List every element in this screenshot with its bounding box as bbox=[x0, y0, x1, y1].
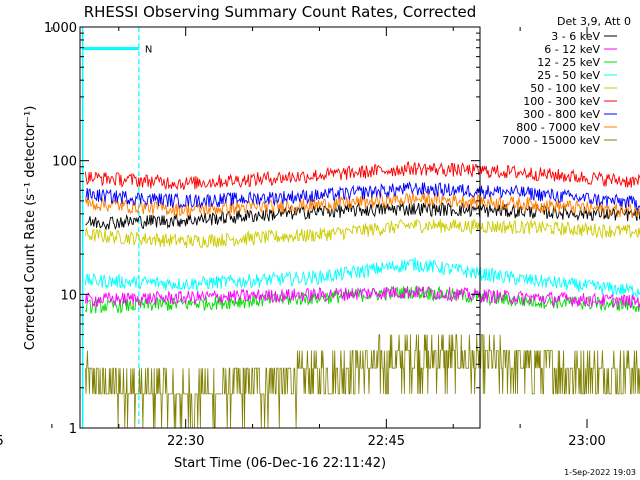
legend-entry-label: 25 - 50 keV bbox=[537, 69, 600, 82]
series-line-7 bbox=[85, 180, 640, 211]
axes: 110100100022:1522:3022:4523:0023:1523:30… bbox=[0, 21, 606, 449]
legend-entry-label: 800 - 7000 keV bbox=[516, 121, 600, 134]
series-layer bbox=[84, 161, 640, 429]
series-line-3 bbox=[84, 285, 640, 315]
x-axis-label: Start Time (06-Dec-16 22:11:42) bbox=[174, 456, 386, 471]
y-tick-label: 1000 bbox=[44, 21, 77, 36]
x-tick-label: 22:15 bbox=[0, 434, 4, 449]
legend-entry-label: 3 - 6 keV bbox=[551, 30, 600, 43]
timestamp-label: 1-Sep-2022 19:03 bbox=[564, 468, 636, 477]
event-markers: NS bbox=[81, 27, 152, 428]
series-line-9 bbox=[85, 334, 640, 429]
series-line-4 bbox=[84, 257, 640, 298]
y-tick-label: 100 bbox=[52, 155, 77, 170]
series-line-5 bbox=[84, 218, 640, 249]
legend-entry-label: 100 - 300 keV bbox=[523, 95, 600, 108]
x-tick-label: 22:30 bbox=[167, 434, 204, 449]
series-line-1 bbox=[85, 201, 640, 231]
legend-entry-label: 6 - 12 keV bbox=[544, 43, 600, 56]
series-line-6 bbox=[84, 161, 640, 191]
y-axis-label: Corrected Count Rate (s⁻¹ detector⁻¹) bbox=[23, 106, 38, 351]
legend-entry-label: 50 - 100 keV bbox=[530, 82, 600, 95]
plot-frame bbox=[79, 26, 481, 429]
legend-entry-label: 300 - 800 keV bbox=[523, 108, 600, 121]
n-marker-label: N bbox=[145, 45, 152, 56]
chart-title: RHESSI Observing Summary Count Rates, Co… bbox=[84, 3, 477, 21]
legend-header: Det 3,9, Att 0 bbox=[557, 15, 631, 28]
x-tick-label: 22:45 bbox=[368, 434, 405, 449]
y-tick-label: 10 bbox=[60, 288, 77, 303]
x-tick-label: 23:00 bbox=[568, 434, 605, 449]
series-line-8 bbox=[84, 191, 640, 218]
legend-entry-label: 12 - 25 keV bbox=[537, 56, 600, 69]
series-line-2 bbox=[84, 285, 640, 309]
y-tick-label: 1 bbox=[69, 422, 77, 437]
legend-entry-label: 7000 - 15000 keV bbox=[502, 134, 600, 147]
